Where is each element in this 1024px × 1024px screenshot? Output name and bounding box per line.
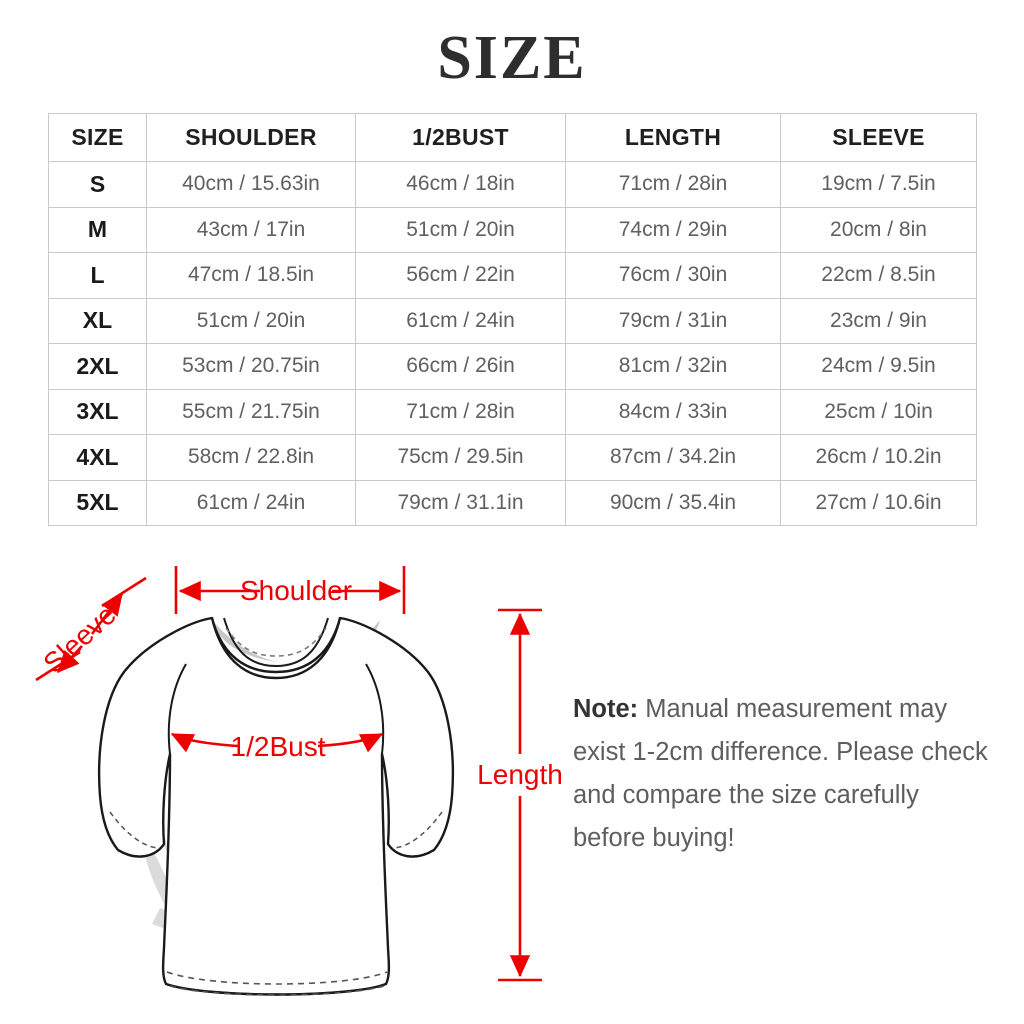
cell-length: 71cm / 28in [565,161,781,208]
cell-bust: 56cm / 22in [355,252,566,299]
sleeve-measure-annotation [35,576,147,682]
cell-bust: 51cm / 20in [355,206,566,253]
cell-length: 79cm / 31in [565,297,781,344]
column-header-size: SIZE [48,113,147,162]
cell-shoulder: 61cm / 24in [146,479,356,526]
table-row: L 47cm / 18.5in 56cm / 22in 76cm / 30in … [48,252,977,299]
cell-sleeve: 25cm / 10in [780,388,977,435]
shoulder-seam-left [167,663,187,755]
note-text: Manual measurement may exist 1-2cm diffe… [573,695,988,852]
cell-shoulder: 51cm / 20in [146,297,356,344]
bust-label: 1/2Bust [231,731,326,762]
cell-sleeve: 24cm / 9.5in [780,343,977,390]
cell-bust: 66cm / 26in [355,343,566,390]
size-table: SIZE SHOULDER 1/2BUST LENGTH SLEEVE S 40… [48,113,977,526]
cell-sleeve: 20cm / 8in [780,206,977,253]
sleeve-arrow-upper [90,592,124,635]
cell-size: 5XL [48,479,147,526]
column-header-bust: 1/2BUST [355,113,566,162]
cell-bust: 61cm / 24in [355,297,566,344]
cell-sleeve: 19cm / 7.5in [780,161,977,208]
cuff-left-stitch [109,811,161,849]
cuff-right [387,843,435,858]
cell-sleeve: 27cm / 10.6in [780,479,977,526]
cell-size: S [48,161,147,208]
length-label: Length [477,759,563,790]
cell-length: 76cm / 30in [565,252,781,299]
table-row: XL 51cm / 20in 61cm / 24in 79cm / 31in 2… [48,297,977,344]
table-row: 3XL 55cm / 21.75in 71cm / 28in 84cm / 33… [48,388,977,435]
cell-size: 2XL [48,343,147,390]
cell-bust: 79cm / 31.1in [355,479,566,526]
cell-length: 87cm / 34.2in [565,434,781,481]
cell-bust: 46cm / 18in [355,161,566,208]
cell-length: 84cm / 33in [565,388,781,435]
bottom-hem-stitch-upper [166,971,388,985]
cell-length: 81cm / 32in [565,343,781,390]
table-header-row: SIZE SHOULDER 1/2BUST LENGTH SLEEVE [48,113,977,162]
measurement-note: Note: Manual measurement may exist 1-2cm… [573,688,993,860]
cell-shoulder: 43cm / 17in [146,206,356,253]
table-row: 2XL 53cm / 20.75in 66cm / 26in 81cm / 32… [48,343,977,390]
cell-sleeve: 22cm / 8.5in [780,252,977,299]
sleeve-tick-upper [101,576,147,608]
cuff-left [117,843,165,858]
cell-size: M [48,206,147,253]
collar-outline [210,617,342,680]
cell-shoulder: 58cm / 22.8in [146,434,356,481]
table-row: S 40cm / 15.63in 46cm / 18in 71cm / 28in… [48,161,977,208]
column-header-sleeve: SLEEVE [780,113,977,162]
table-row: M 43cm / 17in 51cm / 20in 74cm / 29in 20… [48,206,977,253]
cell-size: 3XL [48,388,147,435]
page-title: SIZE [437,24,587,92]
cuff-right-stitch [391,811,443,849]
sleeve-arrow-lower [57,645,83,673]
shoulder-label: Shoulder [240,575,352,606]
bust-arrow-left [170,732,239,753]
tshirt-outline [97,616,455,996]
cell-size: L [48,252,147,299]
cell-bust: 71cm / 28in [355,388,566,435]
column-header-length: LENGTH [565,113,781,162]
collar-stitch [225,627,327,657]
cell-size: XL [48,297,147,344]
cell-size: 4XL [48,434,147,481]
bust-measure-annotation [170,732,384,753]
cell-sleeve: 26cm / 10.2in [780,434,977,481]
cell-shoulder: 40cm / 15.63in [146,161,356,208]
table-row: 4XL 58cm / 22.8in 75cm / 29.5in 87cm / 3… [48,434,977,481]
table-row: 5XL 61cm / 24in 79cm / 31.1in 90cm / 35.… [48,479,977,526]
column-header-shoulder: SHOULDER [146,113,356,162]
note-label: Note: [573,695,639,723]
tshirt-measurement-diagram: Shoulder Sleeve 1/2Bust Le [20,548,580,1018]
sleeve-label: Sleeve [37,599,121,679]
collar-inner-outline [223,617,329,668]
shoulder-measure-annotation [174,566,406,614]
cell-length: 90cm / 35.4in [565,479,781,526]
bust-arrow-right [317,732,384,753]
cell-shoulder: 47cm / 18.5in [146,252,356,299]
cell-bust: 75cm / 29.5in [355,434,566,481]
cell-sleeve: 23cm / 9in [780,297,977,344]
cell-shoulder: 55cm / 21.75in [146,388,356,435]
length-measure-annotation [498,608,542,982]
cell-shoulder: 53cm / 20.75in [146,343,356,390]
cell-length: 74cm / 29in [565,206,781,253]
